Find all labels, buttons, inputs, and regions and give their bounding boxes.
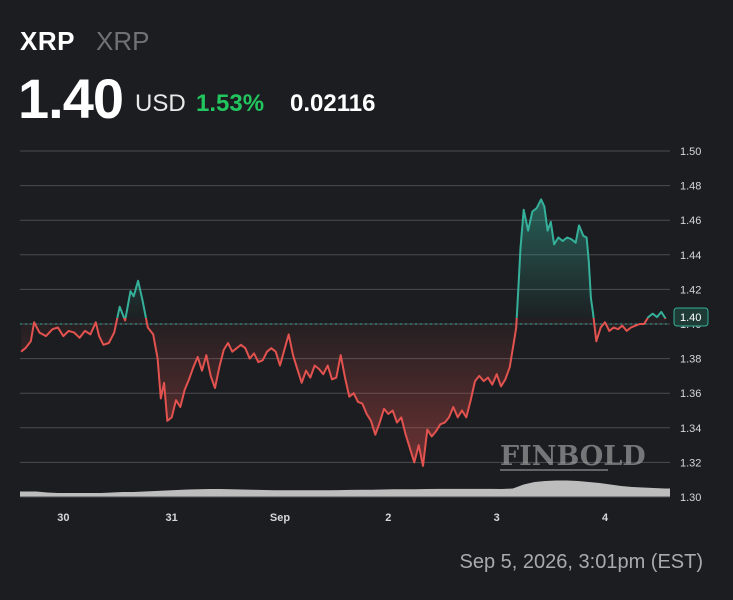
x-tick-label: 30 <box>57 512 69 524</box>
price-area <box>21 199 666 466</box>
last-updated-timestamp: Sep 5, 2026, 3:01pm (EST) <box>459 551 703 573</box>
y-tick-label: 1.34 <box>680 423 701 435</box>
y-tick-label: 1.38 <box>680 354 701 366</box>
price-line-below <box>20 318 667 467</box>
y-tick-label: 1.42 <box>680 284 701 296</box>
x-tick-label: 3 <box>494 512 500 524</box>
y-tick-label: 1.50 <box>680 146 701 158</box>
ticker-symbol: XRP <box>20 26 75 56</box>
x-tick-label: 2 <box>385 512 391 524</box>
finbold-watermark: FINBOLD <box>500 441 646 472</box>
volume-area <box>20 480 670 497</box>
current-price-badge-label: 1.40 <box>680 312 701 324</box>
y-tick-label: 1.48 <box>680 181 701 193</box>
x-tick-label: 31 <box>166 512 178 524</box>
watermark-text: FINBOLD <box>500 441 646 472</box>
y-tick-label: 1.32 <box>680 457 701 469</box>
price-line-above <box>116 198 667 318</box>
current-price-marker: 1.40 <box>673 307 709 327</box>
price-area-above <box>117 199 666 318</box>
price-area-below <box>21 318 666 466</box>
price-line <box>20 198 667 467</box>
current-price-badge <box>673 307 709 327</box>
y-tick-label: 1.46 <box>680 215 701 227</box>
asset-name: XRP <box>96 26 150 56</box>
y-tick-label: 1.44 <box>680 250 701 262</box>
x-tick-label: 4 <box>602 512 609 524</box>
y-tick-label: 1.36 <box>680 388 701 400</box>
volume-bars <box>20 480 670 497</box>
x-tick-label: Sep <box>270 512 290 524</box>
x-axis-labels: 30 31 Sep 2 3 4 <box>57 512 609 524</box>
change-absolute: 0.02116 <box>290 90 376 117</box>
current-price: 1.40 <box>18 67 124 130</box>
watermark-underline <box>500 469 608 471</box>
currency-label: USD <box>135 90 186 117</box>
y-tick-label: 1.30 <box>680 492 701 504</box>
change-percent: 1.53% <box>196 90 265 117</box>
